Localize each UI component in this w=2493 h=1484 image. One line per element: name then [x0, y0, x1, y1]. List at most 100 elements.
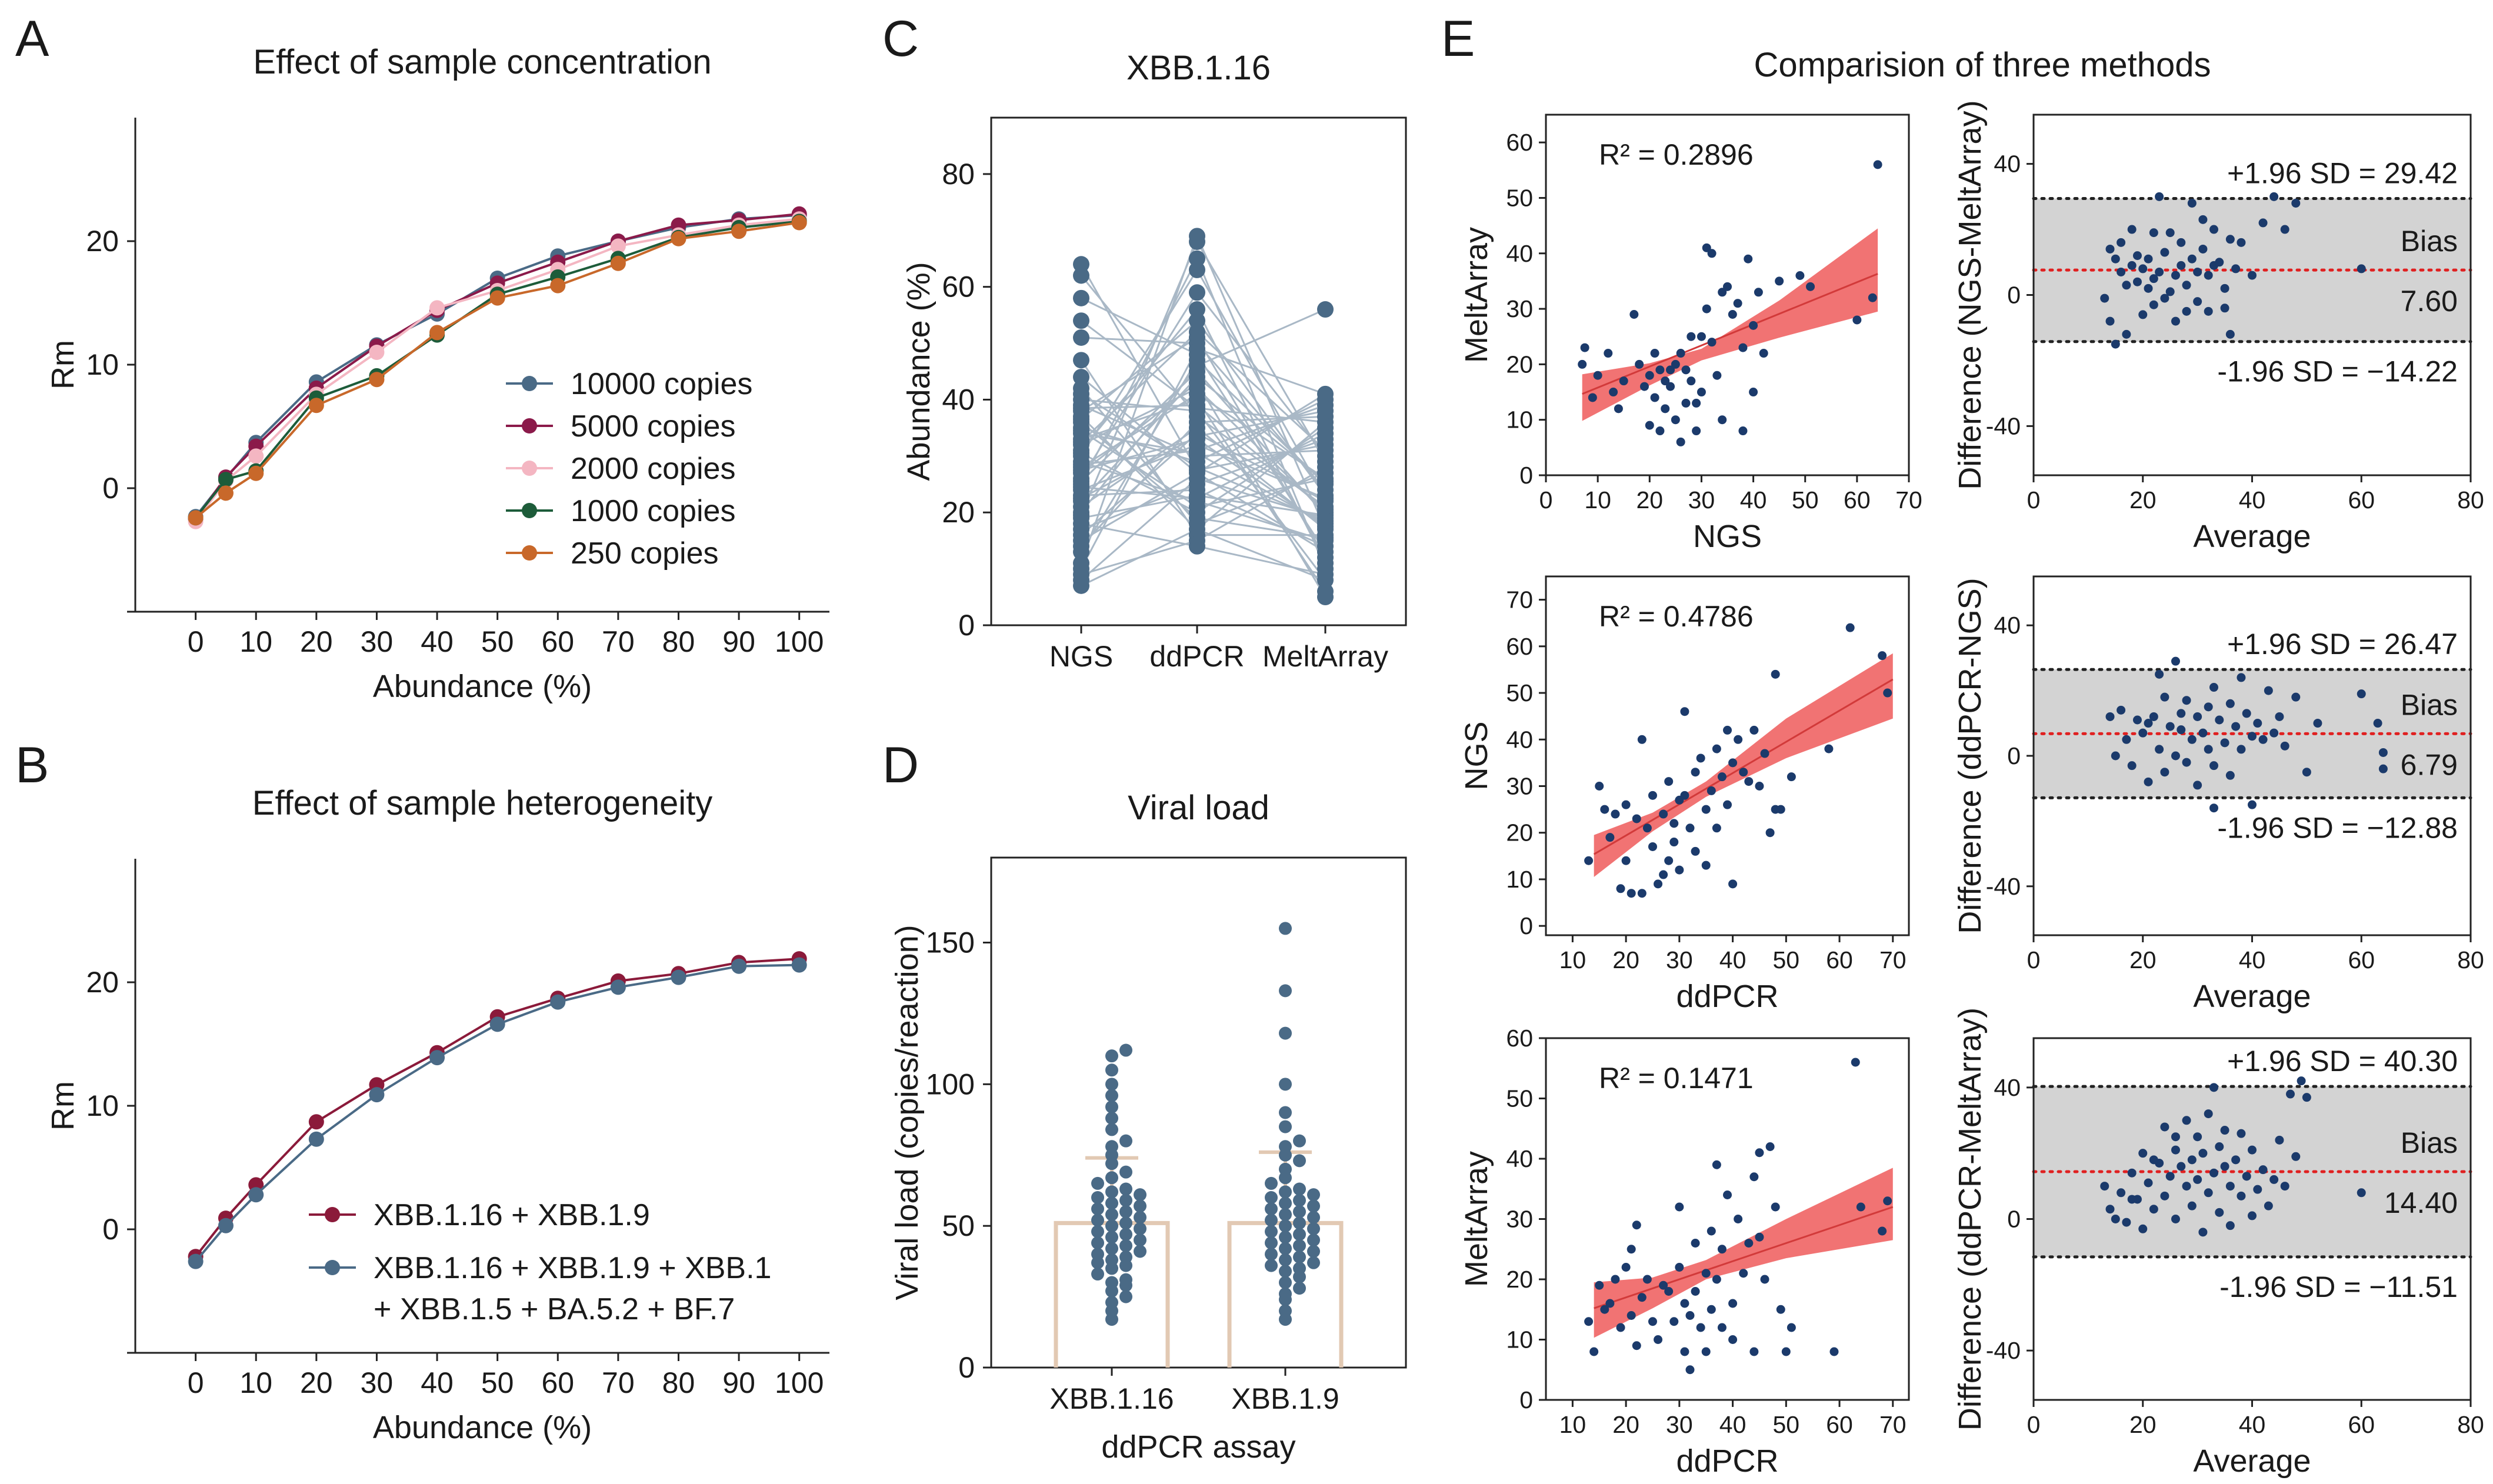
data-point: [1293, 1228, 1306, 1241]
plot-frame: [1545, 114, 1910, 476]
y-tick-label: 50: [942, 1209, 975, 1242]
data-point: [2182, 758, 2191, 767]
data-point: [1279, 1026, 1292, 1040]
data-point: [1279, 1208, 1292, 1221]
data-point: [1134, 1188, 1146, 1202]
data-point: [1265, 1236, 1278, 1250]
data-point: [2280, 741, 2289, 751]
data-point: [1293, 1250, 1306, 1264]
data-point: [2297, 1076, 2306, 1086]
panel-B: Effect of sample heterogeneity 0 10 20 30 40 5…: [45, 784, 829, 1445]
x-tick-label: 60: [1826, 946, 1853, 973]
data-point: [2182, 281, 2191, 290]
data-point: [2378, 748, 2388, 757]
data-point: [1589, 1347, 1599, 1356]
data-point: [2187, 1201, 2197, 1210]
data-point: [1685, 823, 1695, 833]
data-point: [2155, 669, 2164, 679]
data-point: [1655, 426, 1665, 436]
data-point: [1119, 1273, 1132, 1286]
data-point: [1696, 753, 1705, 763]
y-tick-label: 40: [1994, 1074, 2021, 1101]
data-point: [1645, 371, 1654, 380]
data-point: [1691, 768, 1700, 777]
data-point: [218, 472, 234, 488]
data-point: [2286, 1089, 2295, 1099]
x-tick-label: 20: [2129, 1411, 2157, 1438]
data-point: [2187, 1155, 2197, 1165]
data-point: [1676, 437, 1685, 446]
data-point: [2132, 277, 2142, 286]
data-point: [2215, 715, 2224, 725]
data-point: [1189, 261, 1205, 278]
data-point: [2149, 274, 2158, 284]
x-tick-label: XBB.1.16: [1049, 1382, 1174, 1415]
data-point: [1588, 393, 1597, 402]
data-point: [2253, 719, 2262, 728]
legend-marker: [325, 1260, 340, 1275]
data-point: [248, 465, 264, 481]
x-tick-label: 100: [775, 1366, 824, 1399]
plot-frame: [990, 856, 1407, 1369]
x-tick-label: 40: [2239, 946, 2266, 973]
data-point: [2204, 271, 2213, 280]
data-point: [1091, 1268, 1104, 1281]
data-point: [1632, 814, 1641, 823]
y-tick-label: 10: [86, 348, 119, 381]
data-point: [1119, 1290, 1132, 1303]
points: [1578, 160, 1882, 446]
x-tick-label: MeltArray: [1262, 640, 1388, 673]
legend-label: 2000 copies: [571, 452, 735, 486]
data-point: [1265, 1202, 1278, 1216]
legend-entry-1: 5000 copies: [506, 409, 735, 443]
x-tick-label: 40: [2239, 486, 2266, 513]
legend-marker: [522, 503, 537, 518]
data-point: [1073, 312, 1089, 329]
data-point: [1593, 371, 1602, 380]
data-point: [2269, 192, 2279, 201]
data-point: [1749, 388, 1758, 397]
data-point: [1775, 276, 1784, 286]
r-squared-label: R² = 0.2896: [1599, 138, 1754, 171]
data-point: [2122, 1218, 2131, 1227]
legend-entry-0: XBB.1.16 + XBB.1.9: [309, 1198, 650, 1232]
dots-XBB.1.9: [1265, 922, 1320, 1326]
y-tick-label: 60: [1506, 129, 1533, 156]
regression-line: [1582, 273, 1878, 395]
data-point: [2357, 689, 2366, 699]
data-point: [1645, 421, 1654, 430]
data-point: [1868, 293, 1877, 302]
data-point: [1734, 735, 1743, 744]
x-tick-label: ddPCR: [1149, 640, 1244, 673]
data-point: [1738, 426, 1748, 436]
data-point: [1119, 1193, 1132, 1207]
data-point: [1723, 1190, 1732, 1199]
data-point: [1669, 838, 1679, 847]
data-point: [2127, 761, 2137, 771]
data-point: [308, 1114, 324, 1130]
x-tick-label: 60: [2348, 1411, 2375, 1438]
data-point: [369, 345, 385, 360]
data-point: [1091, 1191, 1104, 1204]
y-tick-label: 20: [942, 496, 975, 529]
data-point: [1806, 282, 1815, 291]
data-point: [2177, 238, 2186, 247]
y-tick-label: 40: [1506, 1145, 1533, 1172]
legend-label: XBB.1.16 + XBB.1.9 + XBB.1: [374, 1251, 771, 1285]
data-point: [2225, 1221, 2235, 1230]
data-point: [2132, 251, 2142, 261]
data-point: [1675, 1202, 1684, 1212]
bias-value: 6.79: [2401, 748, 2458, 781]
x-tick-label: 60: [541, 625, 574, 658]
data-point: [2237, 1191, 2246, 1200]
data-point: [1293, 1282, 1306, 1295]
data-point: [1675, 865, 1684, 875]
y-tick-label: 40: [1506, 240, 1533, 267]
legend-marker: [325, 1207, 340, 1222]
legend-marker: [522, 418, 537, 433]
data-point: [1717, 1245, 1727, 1254]
data-point: [1621, 800, 1631, 809]
x-tick-label: 20: [300, 1366, 333, 1399]
data-point: [1717, 1323, 1727, 1332]
data-point: [1293, 1262, 1306, 1275]
